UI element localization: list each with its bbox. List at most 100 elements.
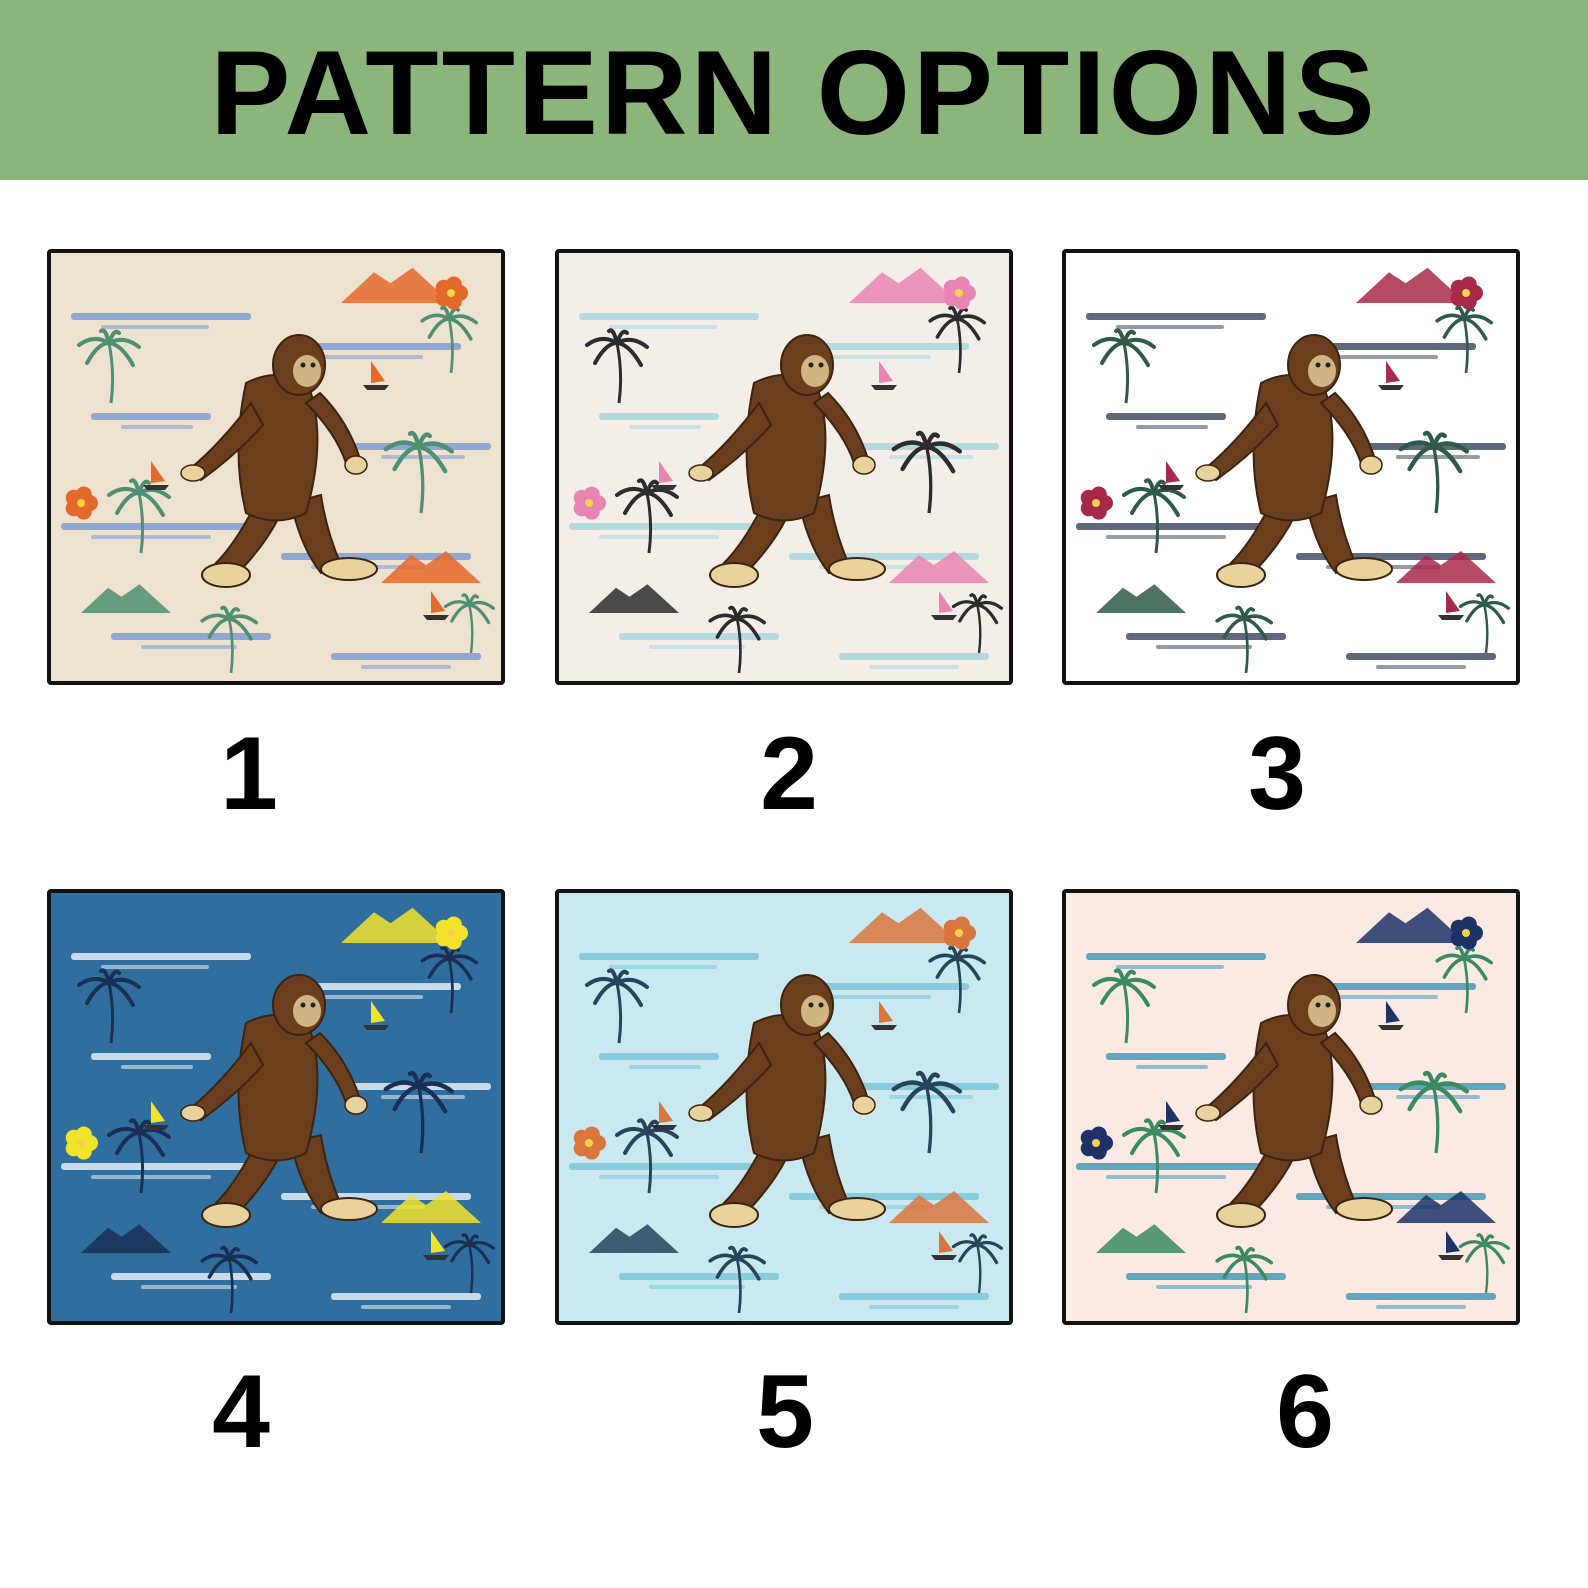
mountain-icon	[1396, 1191, 1496, 1223]
pattern-number-4: 4	[212, 1354, 270, 1470]
mountain-icon	[1396, 551, 1496, 583]
bigfoot-icon	[688, 334, 886, 588]
pattern-swatch-3[interactable]	[1062, 249, 1520, 685]
mountain-icon	[589, 1224, 679, 1253]
palm-tree-icon	[928, 945, 986, 1014]
palm-tree-icon	[1458, 1233, 1510, 1294]
pattern-illustration	[1066, 893, 1516, 1321]
pattern-illustration	[1066, 253, 1516, 681]
palm-tree-icon	[443, 1233, 495, 1294]
pattern-swatch-2[interactable]	[555, 249, 1013, 685]
palm-tree-icon	[891, 1070, 962, 1154]
palm-tree-icon	[1092, 968, 1156, 1044]
palm-tree-icon	[1122, 1118, 1186, 1194]
flower-icon	[573, 486, 606, 520]
mountain-icon	[81, 1224, 171, 1253]
sailboat-icon	[871, 1001, 897, 1030]
flower-icon	[943, 276, 976, 310]
flower-icon	[65, 486, 98, 520]
sailboat-icon	[1438, 1231, 1464, 1260]
bigfoot-icon	[688, 974, 886, 1228]
pattern-illustration	[559, 893, 1009, 1321]
palm-tree-icon	[928, 305, 986, 374]
mountain-icon	[81, 584, 171, 613]
pattern-number-5: 5	[756, 1354, 814, 1470]
palm-tree-icon	[1458, 593, 1510, 654]
pattern-illustration	[51, 893, 501, 1321]
palm-tree-icon	[200, 605, 258, 674]
pattern-illustration	[51, 253, 501, 681]
sailboat-icon	[651, 1101, 677, 1130]
flower-icon	[1450, 276, 1483, 310]
sailboat-icon	[1378, 361, 1404, 390]
sailboat-icon	[931, 591, 957, 620]
sailboat-icon	[423, 591, 449, 620]
pattern-number-1: 1	[220, 716, 278, 832]
pattern-swatch-5[interactable]	[555, 889, 1013, 1325]
mountain-icon	[341, 267, 451, 303]
mountain-icon	[589, 584, 679, 613]
mountain-icon	[849, 267, 959, 303]
pattern-swatch-4[interactable]	[47, 889, 505, 1325]
bigfoot-icon	[1195, 974, 1393, 1228]
sailboat-icon	[1158, 461, 1184, 490]
palm-tree-icon	[1092, 328, 1156, 404]
header-banner: PATTERN OPTIONS	[0, 0, 1588, 180]
palm-tree-icon	[708, 1245, 766, 1314]
palm-tree-icon	[951, 1233, 1003, 1294]
mountain-icon	[1356, 907, 1466, 943]
sailboat-icon	[1378, 1001, 1404, 1030]
sailboat-icon	[423, 1231, 449, 1260]
palm-tree-icon	[383, 430, 454, 514]
bigfoot-icon	[180, 974, 378, 1228]
mountain-icon	[1096, 1224, 1186, 1253]
mountain-icon	[381, 1191, 481, 1223]
palm-tree-icon	[383, 1070, 454, 1154]
pattern-number-2: 2	[760, 716, 818, 832]
sailboat-icon	[143, 1101, 169, 1130]
palm-tree-icon	[1215, 605, 1273, 674]
palm-tree-icon	[891, 430, 962, 514]
sailboat-icon	[1438, 591, 1464, 620]
palm-tree-icon	[77, 968, 141, 1044]
palm-tree-icon	[1435, 305, 1493, 374]
mountain-icon	[889, 551, 989, 583]
pattern-swatch-1[interactable]	[47, 249, 505, 685]
bigfoot-icon	[1195, 334, 1393, 588]
pattern-swatch-6[interactable]	[1062, 889, 1520, 1325]
bigfoot-icon	[180, 334, 378, 588]
palm-tree-icon	[1435, 945, 1493, 1014]
sailboat-icon	[363, 361, 389, 390]
pattern-number-3: 3	[1248, 716, 1306, 832]
mountain-icon	[1096, 584, 1186, 613]
palm-tree-icon	[1215, 1245, 1273, 1314]
pattern-number-6: 6	[1276, 1354, 1334, 1470]
flower-icon	[943, 916, 976, 950]
mountain-icon	[889, 1191, 989, 1223]
sailboat-icon	[871, 361, 897, 390]
page-title: PATTERN OPTIONS	[210, 26, 1378, 160]
palm-tree-icon	[585, 328, 649, 404]
palm-tree-icon	[1398, 430, 1469, 514]
sailboat-icon	[931, 1231, 957, 1260]
palm-tree-icon	[200, 1245, 258, 1314]
mountain-icon	[381, 551, 481, 583]
mountain-icon	[1356, 267, 1466, 303]
mountain-icon	[341, 907, 451, 943]
flower-icon	[573, 1126, 606, 1160]
palm-tree-icon	[420, 945, 478, 1014]
flower-icon	[1080, 486, 1113, 520]
sailboat-icon	[1158, 1101, 1184, 1130]
flower-icon	[435, 276, 468, 310]
palm-tree-icon	[951, 593, 1003, 654]
sailboat-icon	[363, 1001, 389, 1030]
flower-icon	[1450, 916, 1483, 950]
palm-tree-icon	[443, 593, 495, 654]
palm-tree-icon	[585, 968, 649, 1044]
palm-tree-icon	[77, 328, 141, 404]
mountain-icon	[849, 907, 959, 943]
flower-icon	[1080, 1126, 1113, 1160]
pattern-illustration	[559, 253, 1009, 681]
sailboat-icon	[143, 461, 169, 490]
flower-icon	[65, 1126, 98, 1160]
